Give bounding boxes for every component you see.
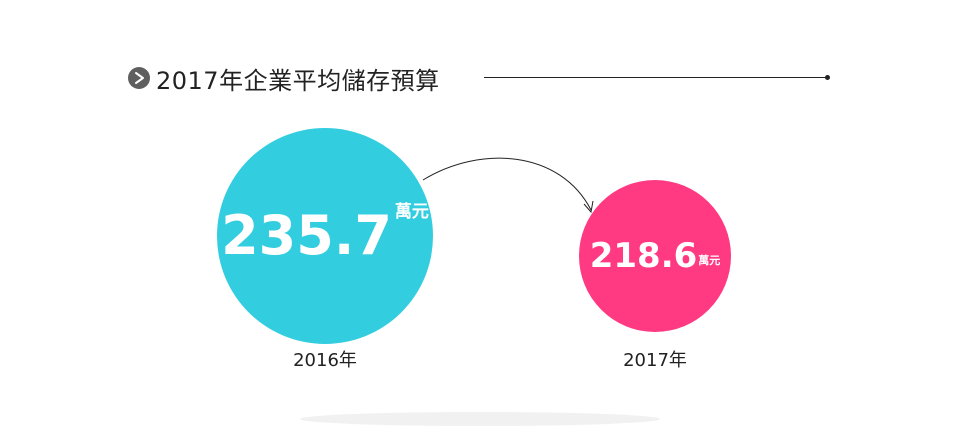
title-divider-dot	[825, 75, 830, 80]
footer-shadow	[300, 412, 660, 426]
bubble-unit: 萬元	[698, 254, 721, 267]
chevron-right-icon	[128, 67, 150, 89]
bubble-unit: 萬元	[394, 202, 429, 222]
title-divider	[484, 77, 828, 78]
year-label: 2017年	[623, 350, 687, 371]
bubble-value: 218.6	[589, 236, 698, 276]
year-label: 2016年	[293, 350, 357, 371]
chart-heading: 2017年企業平均儲存預算	[128, 58, 440, 98]
bubble-2016: 235.7 萬元	[217, 128, 433, 344]
chart-title: 2017年企業平均儲存預算	[156, 66, 440, 95]
bubble-2017: 218.6 萬元	[579, 180, 731, 332]
bubble-value: 235.7	[221, 204, 392, 267]
